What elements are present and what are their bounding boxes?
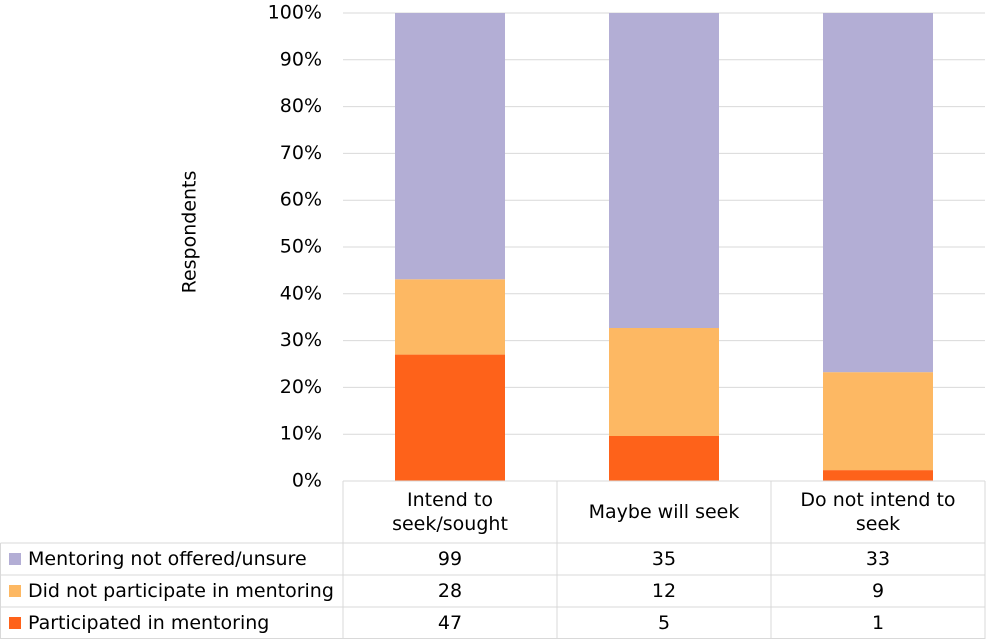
bar-segment [823,470,933,481]
table-value: 35 [651,548,677,570]
table-value: 33 [865,548,891,570]
legend-entry: Mentoring not offered/unsure [0,543,343,575]
y-tick-label: 30% [280,329,322,351]
y-tick-label: 50% [280,236,322,258]
bar-segment [395,279,505,355]
y-tick-label: 90% [280,48,322,70]
y-tick-label: 20% [280,376,322,398]
x-tick-label: Maybe will seek [588,501,740,523]
legend-entry: Did not participate in mentoring [0,575,343,607]
table-value: 12 [651,580,677,602]
bar-segment [609,13,719,328]
table-value: 99 [437,548,463,570]
bar-segment [395,13,505,280]
table-value: 1 [871,612,885,634]
legend-swatch [9,585,21,597]
y-tick-label: 80% [280,95,322,117]
bar-segment [823,13,933,373]
bar-segment [609,328,719,436]
y-tick-label: 100% [268,2,322,24]
table-value: 5 [657,612,671,634]
bar-segment [609,436,719,481]
table-value: 47 [437,612,463,634]
bar-segment [395,354,505,481]
legend-swatch [9,553,21,565]
y-tick-label: 0% [292,470,322,492]
table-value: 28 [437,580,463,602]
y-tick-label: 60% [280,189,322,211]
x-tick-label: Do not intend to seek [800,489,956,535]
y-axis-label: Respondents [179,171,201,294]
y-tick-label: 10% [280,423,322,445]
x-tick-label: Intend to seek/sought [392,489,508,535]
y-tick-label: 40% [280,282,322,304]
legend-entry: Participated in mentoring [0,607,343,639]
bar-segment [823,372,933,471]
table-value: 9 [871,580,885,602]
legend-swatch [9,617,21,629]
y-tick-label: 70% [280,142,322,164]
